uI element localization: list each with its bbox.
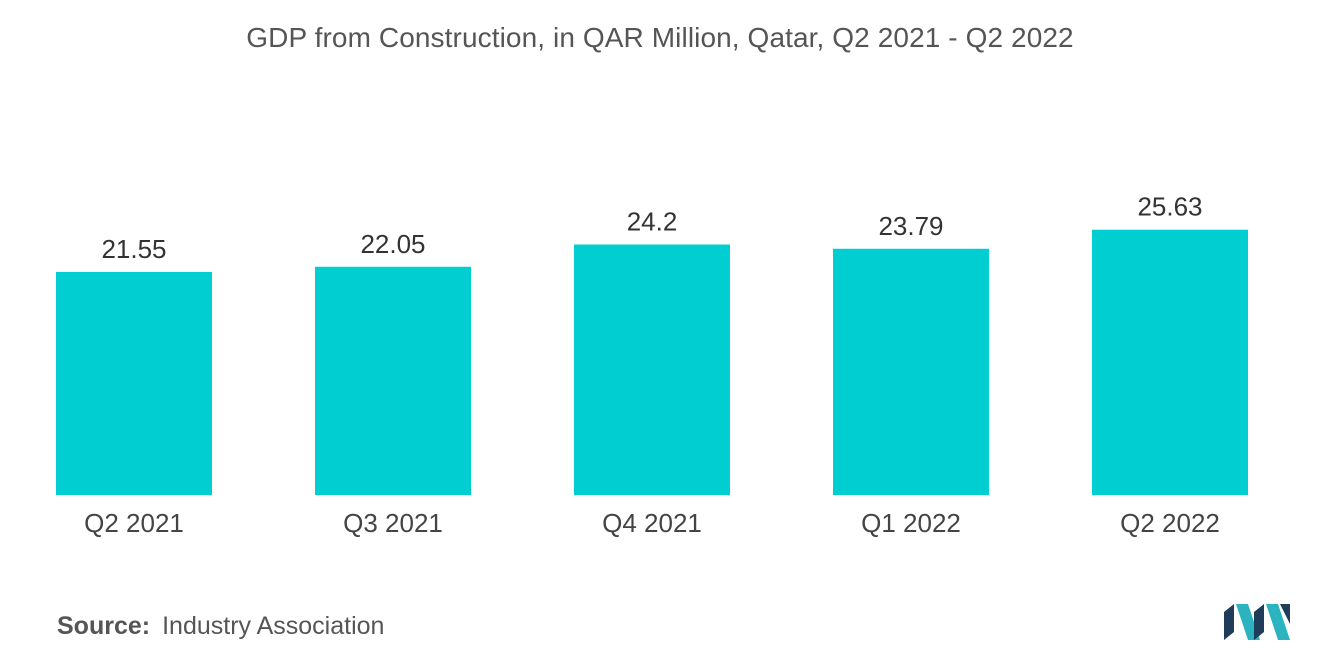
bar-q3-2021: [315, 266, 471, 495]
brand-logo-icon: [1224, 604, 1290, 640]
value-label: 24.2: [627, 207, 678, 237]
bar-q4-2021: [574, 244, 730, 495]
chart-title: GDP from Construction, in QAR Million, Q…: [246, 22, 1074, 53]
x-tick-label: Q1 2022: [861, 508, 961, 538]
x-tick-label: Q2 2022: [1120, 508, 1220, 538]
source-note: Source: Industry Association: [57, 612, 384, 641]
value-label: 21.55: [101, 234, 166, 264]
x-tick-label: Q3 2021: [343, 508, 443, 538]
bar-q2-2021: [56, 271, 212, 495]
value-label: 22.05: [360, 229, 425, 259]
bar-q2-2022: [1092, 229, 1248, 496]
value-label: 25.63: [1137, 192, 1202, 222]
x-tick-label: Q4 2021: [602, 508, 702, 538]
bar-q1-2022: [833, 248, 989, 495]
value-label: 23.79: [878, 211, 943, 241]
source-value: Industry Association: [162, 612, 385, 640]
source-label: Source:: [57, 612, 151, 640]
x-tick-label: Q2 2021: [84, 508, 184, 538]
